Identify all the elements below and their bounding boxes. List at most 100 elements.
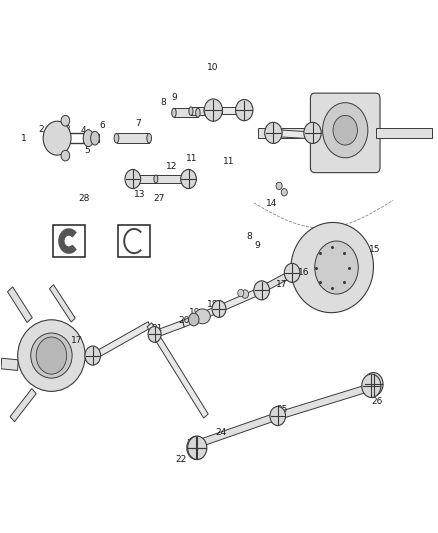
Polygon shape: [259, 270, 294, 294]
Text: 15: 15: [369, 245, 381, 254]
Text: 7: 7: [136, 119, 141, 128]
Ellipse shape: [18, 320, 85, 391]
Ellipse shape: [194, 309, 210, 324]
Circle shape: [187, 436, 207, 459]
Polygon shape: [258, 128, 315, 138]
Text: 5: 5: [85, 147, 90, 156]
Circle shape: [212, 301, 226, 317]
Polygon shape: [223, 107, 243, 114]
Text: 16: 16: [298, 268, 310, 277]
Polygon shape: [182, 305, 220, 327]
Polygon shape: [117, 133, 149, 143]
Ellipse shape: [147, 133, 152, 143]
Ellipse shape: [291, 222, 374, 313]
Text: 9: 9: [172, 93, 177, 102]
Polygon shape: [49, 285, 75, 322]
Polygon shape: [59, 229, 76, 253]
Circle shape: [265, 122, 282, 143]
Text: 12: 12: [166, 163, 178, 171]
Circle shape: [187, 436, 206, 459]
Circle shape: [281, 189, 287, 196]
Circle shape: [85, 346, 101, 365]
Polygon shape: [271, 130, 315, 139]
Bar: [118, 225, 150, 257]
Circle shape: [181, 169, 196, 189]
Text: 20: 20: [178, 316, 189, 325]
Ellipse shape: [204, 107, 208, 115]
Polygon shape: [1, 358, 18, 370]
Circle shape: [304, 122, 321, 143]
Text: 17: 17: [71, 336, 82, 345]
Polygon shape: [154, 320, 184, 338]
Ellipse shape: [114, 133, 119, 143]
Ellipse shape: [83, 130, 94, 147]
Text: 23: 23: [186, 439, 197, 448]
Circle shape: [36, 337, 67, 374]
Text: 14: 14: [266, 199, 278, 208]
Text: 18: 18: [207, 300, 218, 309]
Circle shape: [270, 407, 286, 425]
Ellipse shape: [188, 313, 199, 326]
Text: 6: 6: [99, 121, 105, 130]
Ellipse shape: [154, 175, 158, 183]
Polygon shape: [218, 287, 263, 312]
Text: 8: 8: [247, 232, 252, 241]
Circle shape: [61, 150, 70, 161]
Polygon shape: [132, 175, 189, 183]
Polygon shape: [191, 107, 206, 115]
Circle shape: [43, 121, 71, 155]
FancyBboxPatch shape: [311, 93, 380, 173]
Text: 25: 25: [276, 405, 288, 414]
Text: 28: 28: [78, 194, 89, 203]
Text: 27: 27: [153, 194, 165, 203]
Text: 13: 13: [134, 190, 145, 199]
Text: 26: 26: [371, 397, 382, 406]
Ellipse shape: [172, 108, 176, 117]
Circle shape: [148, 326, 161, 342]
Polygon shape: [7, 287, 32, 322]
Text: 4: 4: [81, 126, 86, 135]
Polygon shape: [174, 108, 198, 117]
Polygon shape: [10, 389, 36, 422]
Ellipse shape: [189, 107, 193, 115]
Text: 3: 3: [65, 125, 71, 134]
Text: 10: 10: [207, 63, 218, 71]
Circle shape: [254, 281, 269, 300]
Ellipse shape: [31, 333, 72, 378]
Text: 11: 11: [223, 157, 234, 166]
Circle shape: [284, 263, 300, 282]
Circle shape: [333, 115, 357, 145]
Polygon shape: [134, 175, 156, 183]
Text: 1: 1: [21, 134, 27, 143]
Text: 21: 21: [152, 324, 163, 333]
Circle shape: [322, 103, 368, 158]
Text: 19: 19: [189, 308, 201, 317]
Polygon shape: [201, 413, 279, 446]
Circle shape: [236, 100, 253, 120]
Circle shape: [238, 289, 244, 297]
Bar: [53, 225, 85, 257]
Circle shape: [362, 374, 381, 398]
Ellipse shape: [315, 241, 358, 294]
Polygon shape: [277, 385, 368, 419]
Text: 11: 11: [186, 155, 198, 164]
Circle shape: [364, 373, 383, 396]
Circle shape: [125, 169, 141, 189]
Circle shape: [242, 290, 249, 298]
Text: 8: 8: [160, 98, 166, 107]
Polygon shape: [147, 323, 208, 418]
Circle shape: [276, 182, 282, 190]
Circle shape: [204, 99, 223, 121]
Polygon shape: [376, 128, 432, 138]
Polygon shape: [83, 134, 99, 142]
Text: 22: 22: [175, 455, 186, 464]
Polygon shape: [94, 322, 151, 359]
Circle shape: [61, 116, 70, 126]
Polygon shape: [85, 351, 94, 360]
Text: 17: 17: [276, 280, 288, 289]
Text: 24: 24: [215, 429, 227, 438]
Ellipse shape: [196, 108, 200, 117]
Ellipse shape: [91, 131, 99, 145]
Ellipse shape: [132, 175, 136, 183]
Text: 2: 2: [39, 125, 44, 134]
